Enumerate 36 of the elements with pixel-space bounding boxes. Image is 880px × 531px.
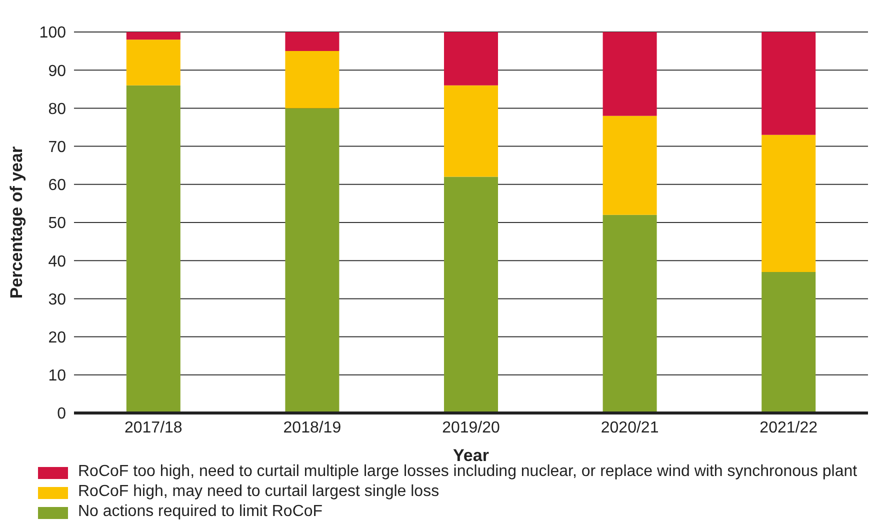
bar bbox=[285, 108, 340, 413]
legend-label: No actions required to limit RoCoF bbox=[78, 503, 323, 521]
y-tick-label: 80 bbox=[48, 100, 66, 118]
y-tick-label: 40 bbox=[48, 253, 66, 270]
y-tick-label: 70 bbox=[48, 138, 66, 156]
bar bbox=[444, 85, 498, 177]
legend-label: RoCoF too high, need to curtail multiple large losses including nuclear, or replace wind with synchronous plant bbox=[78, 463, 858, 481]
legend-label: RoCoF high, may need to curtail largest single loss bbox=[78, 483, 440, 501]
y-tick-label: 20 bbox=[48, 329, 66, 346]
bar bbox=[285, 32, 340, 52]
bar bbox=[126, 40, 180, 86]
bar bbox=[602, 214, 657, 413]
x-tick-label: 2020/21 bbox=[600, 419, 659, 436]
x-tick-label: 2017/18 bbox=[124, 419, 182, 436]
bar bbox=[762, 134, 816, 272]
bar bbox=[602, 116, 657, 215]
x-tick-label: 2019/20 bbox=[442, 419, 500, 436]
y-tick-label: 10 bbox=[48, 368, 66, 385]
y-tick-label: 30 bbox=[48, 291, 66, 308]
y-tick-label: 100 bbox=[39, 24, 66, 42]
bar bbox=[762, 272, 816, 413]
x-axis-title: Year bbox=[453, 446, 490, 465]
y-axis-title: Percentage of year bbox=[7, 146, 26, 299]
y-tick-label: 0 bbox=[57, 406, 66, 423]
y-tick-label: 60 bbox=[48, 177, 66, 194]
bar bbox=[444, 32, 498, 86]
bar bbox=[285, 51, 340, 108]
y-tick-label: 90 bbox=[48, 62, 66, 80]
x-tick-label: 2021/22 bbox=[760, 419, 818, 436]
bar bbox=[762, 32, 816, 135]
y-tick-label: 50 bbox=[48, 215, 66, 232]
bar bbox=[126, 85, 180, 413]
bar bbox=[602, 32, 657, 116]
bar bbox=[126, 32, 180, 40]
x-tick-label: 2018/19 bbox=[283, 419, 342, 436]
bar bbox=[444, 176, 498, 413]
